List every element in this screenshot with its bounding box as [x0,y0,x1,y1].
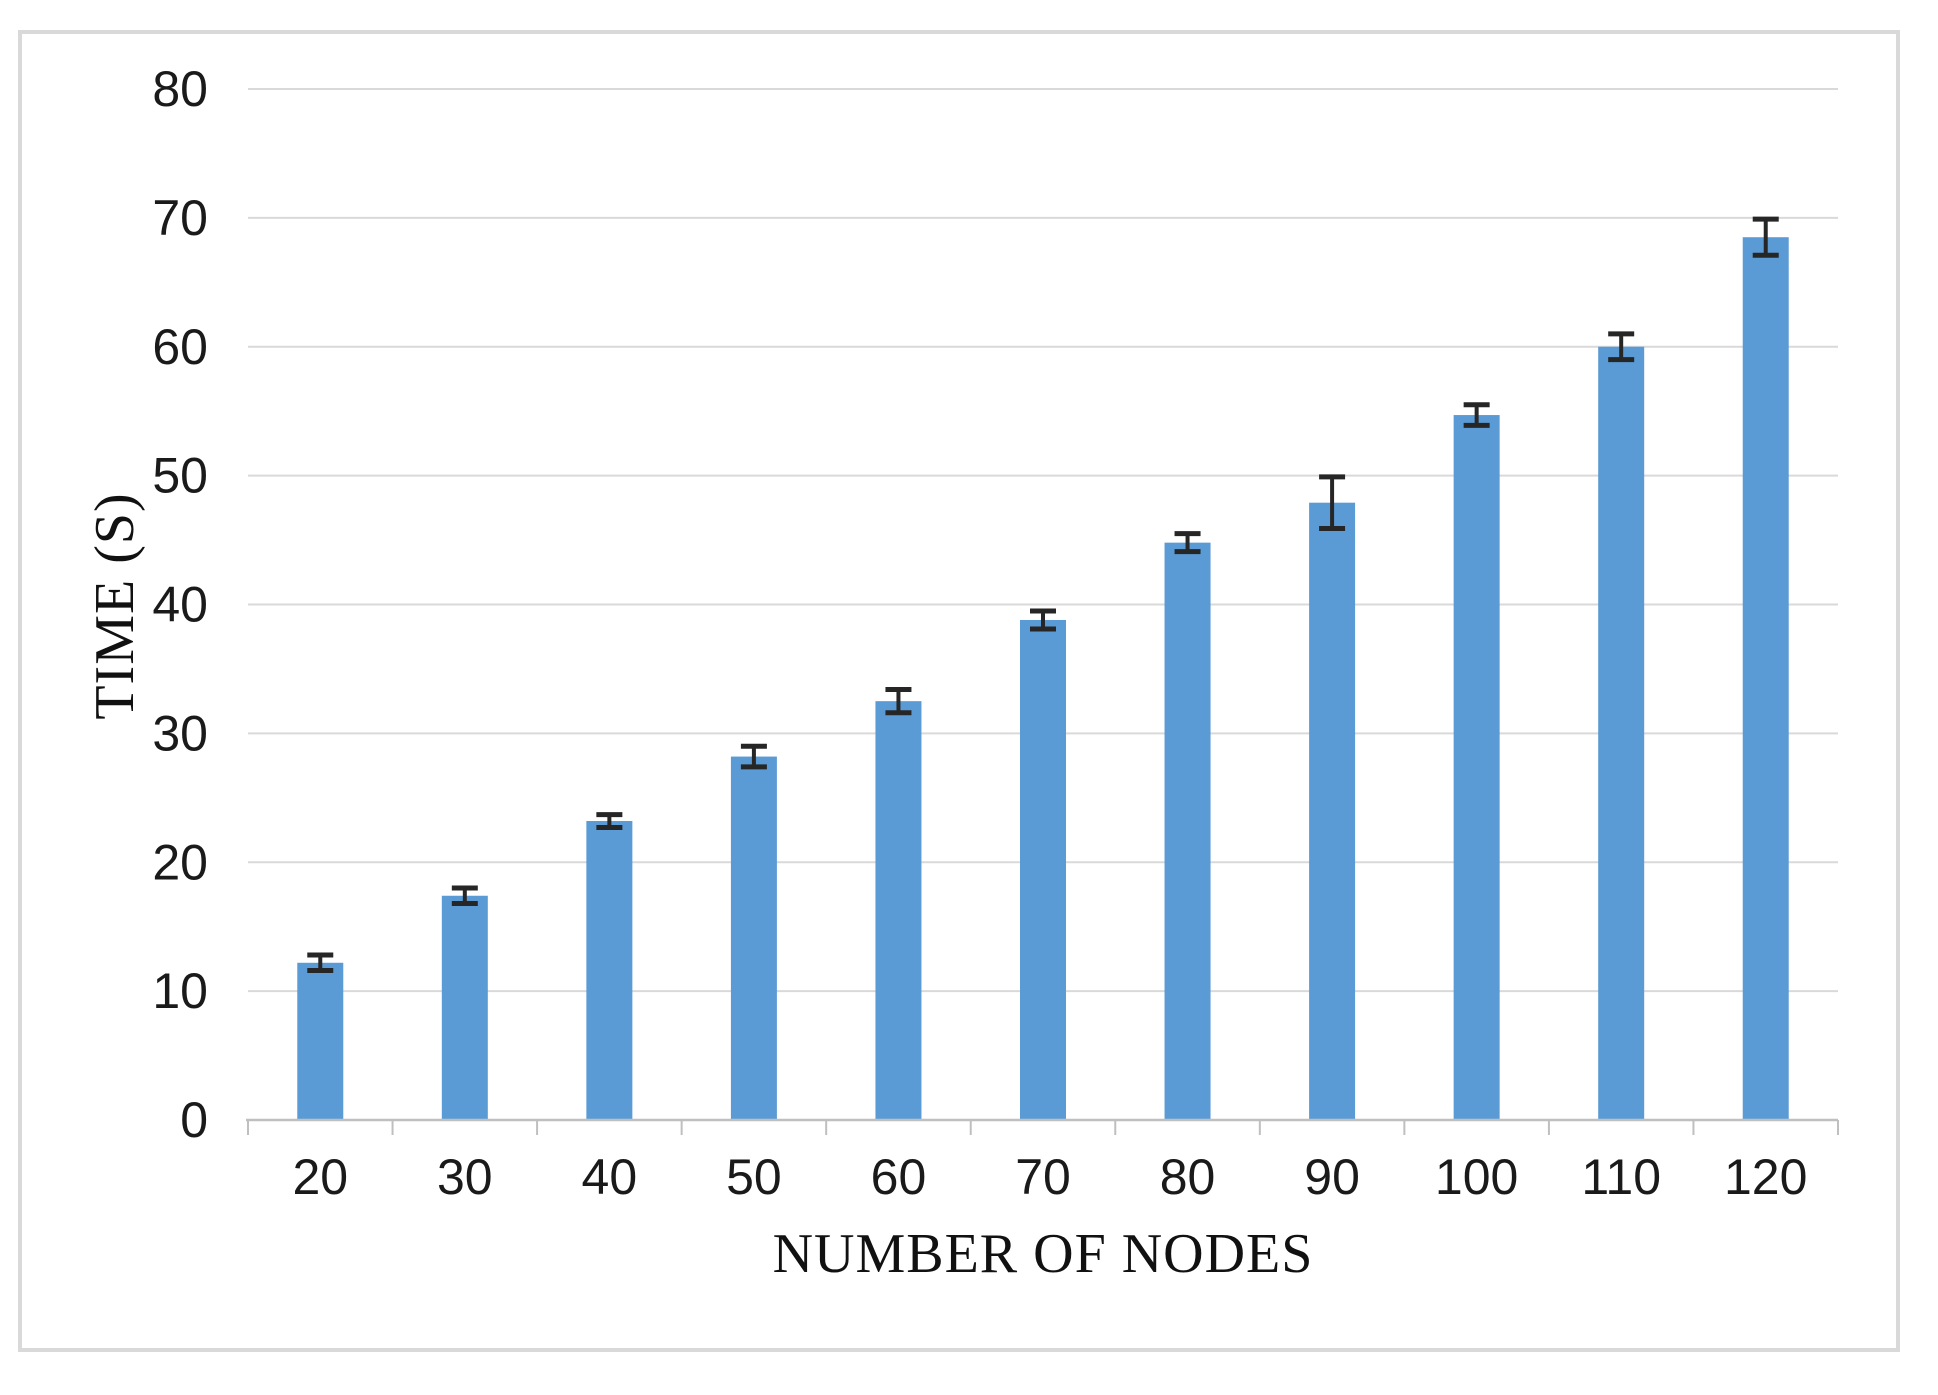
y-axis-tick-label-80: 80 [152,61,208,117]
x-axis-tick-label-40: 40 [582,1149,638,1205]
x-axis-tick-label-90: 90 [1304,1149,1360,1205]
y-axis-tick-label-20: 20 [152,834,208,890]
y-axis-title: TIME (S) [84,492,146,720]
x-axis-tick-label-20: 20 [292,1149,348,1205]
x-axis-tick-label-120: 120 [1724,1149,1807,1205]
y-axis-tick-label-50: 50 [152,448,208,504]
x-axis-tick-label-60: 60 [871,1149,927,1205]
bar-nodes-70 [1020,619,1066,1120]
y-axis-tick-label-10: 10 [152,963,208,1019]
bar-chart: 0 10 20 30 40 50 60 70 80 20 30 40 50 60 70 80 90 100 110 1… [152,61,1839,1205]
x-axis-tick-label-50: 50 [726,1149,782,1205]
bar-nodes-100 [1453,415,1500,1121]
x-axis-title: NUMBER OF NODES [772,1223,1314,1285]
bar-nodes-60 [875,701,922,1120]
x-axis-tick-label-100: 100 [1435,1149,1518,1205]
bar-nodes-30 [441,895,488,1120]
y-axis-tick-label-0: 0 [180,1092,208,1148]
y-axis-tick-label-70: 70 [152,190,208,246]
y-axis-tick-label-30: 30 [152,705,208,761]
bar-nodes-80 [1164,542,1211,1120]
bar-nodes-40 [586,821,633,1120]
bar-nodes-20 [297,962,344,1120]
bar-nodes-120 [1742,237,1789,1121]
bar-nodes-50 [730,756,777,1120]
x-axis-tick-label-30: 30 [437,1149,493,1205]
bar-nodes-90 [1309,502,1356,1121]
x-axis-tick-label-70: 70 [1015,1149,1071,1205]
x-axis-tick-label-110: 110 [1581,1149,1661,1205]
y-axis-tick-label-60: 60 [152,319,208,375]
y-axis-tick-label-40: 40 [152,577,208,633]
chart-figure: 0 10 20 30 40 50 60 70 80 20 30 40 50 60 70 80 90 100 110 1… [18,30,1900,1352]
bar-nodes-110 [1598,346,1645,1120]
x-axis-tick-label-80: 80 [1160,1149,1216,1205]
